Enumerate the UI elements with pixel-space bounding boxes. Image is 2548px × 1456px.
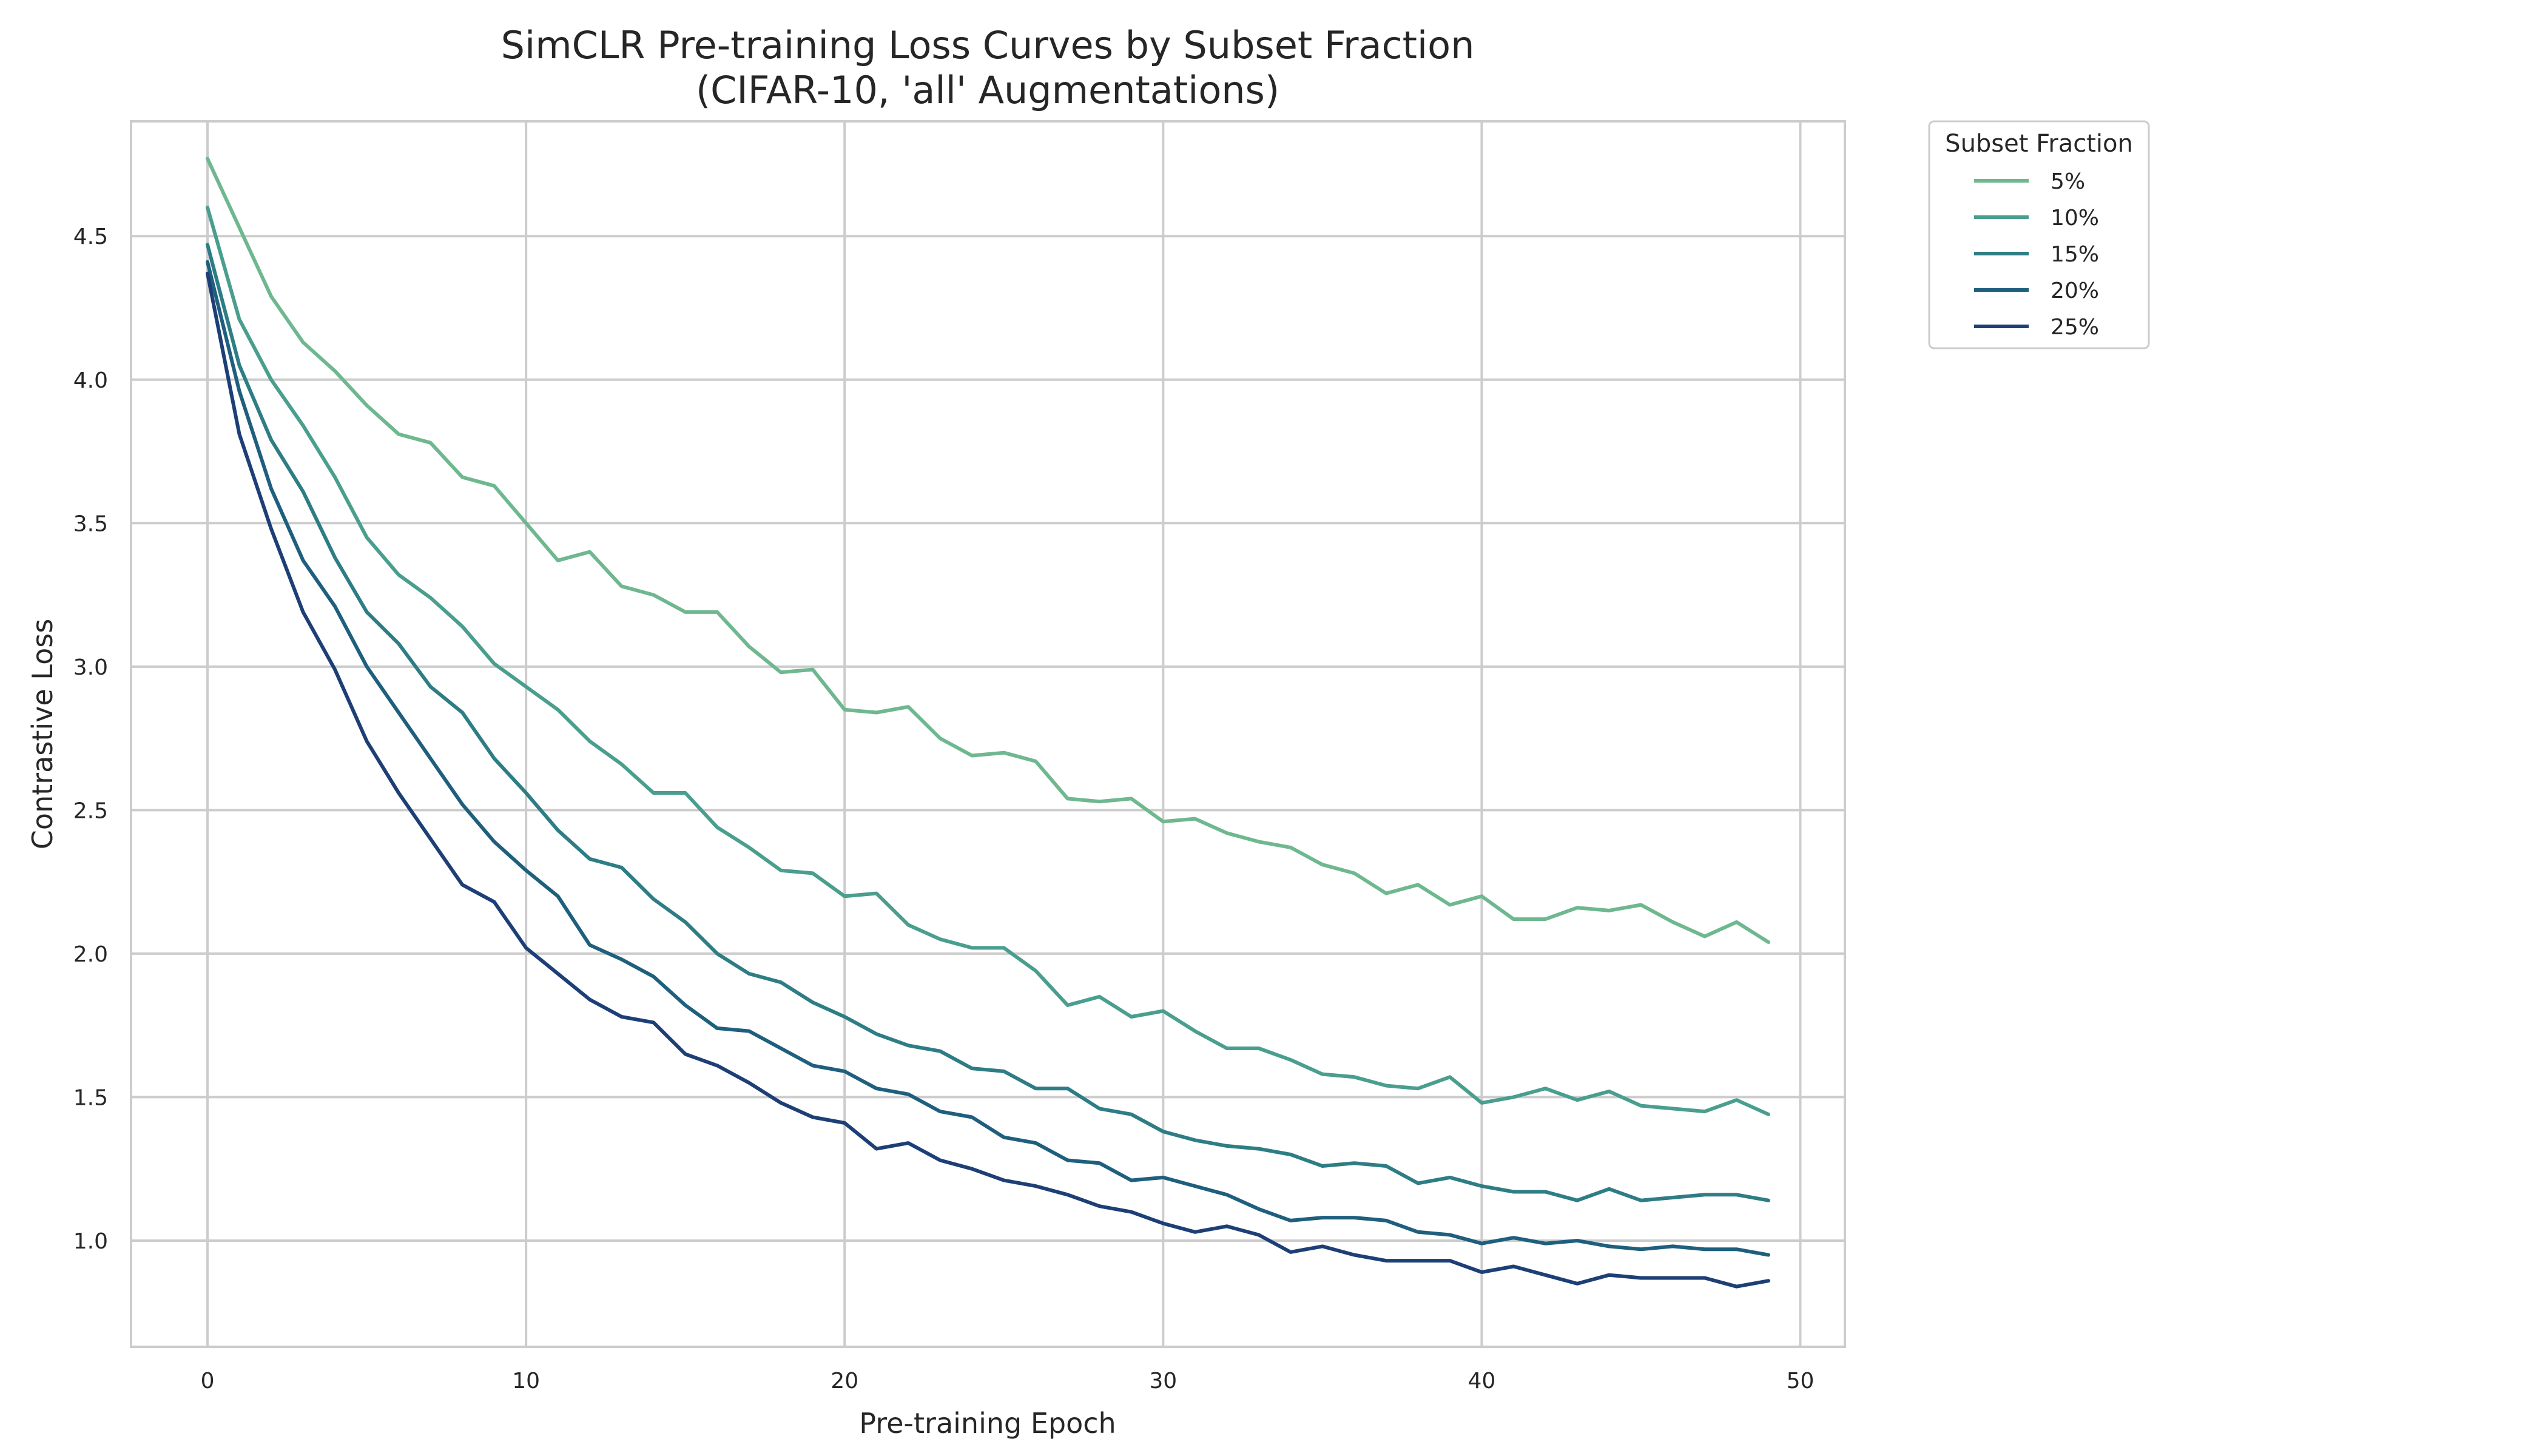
legend-label: 25% <box>2051 315 2099 340</box>
legend-title: Subset Fraction <box>1945 130 2133 158</box>
x-tick-label: 40 <box>1468 1369 1495 1394</box>
y-tick-label: 3.0 <box>73 655 108 680</box>
y-tick-label: 1.5 <box>73 1085 108 1110</box>
series-line-10pct <box>206 205 1770 1116</box>
y-axis-label: Contrastive Loss <box>26 619 59 849</box>
x-tick-label: 30 <box>1149 1369 1177 1394</box>
y-tick-label: 4.5 <box>73 224 108 249</box>
series-lines <box>206 157 1770 1289</box>
x-tick-label: 0 <box>201 1369 215 1394</box>
plot-area <box>130 120 1846 1348</box>
chart-title-line-2: (CIFAR-10, 'all' Augmentations) <box>696 68 1279 112</box>
legend-label: 5% <box>2051 169 2085 194</box>
legend-label: 15% <box>2051 242 2099 267</box>
tick-labels: 0 10 20 30 40 50 1.0 1.5 2.0 2.5 3.0 3.5 4.0 4.5 <box>73 224 1815 1394</box>
series-line-5pct <box>206 157 1770 944</box>
series-line-20pct <box>206 260 1770 1257</box>
grid <box>131 121 1845 1347</box>
y-tick-label: 3.5 <box>73 511 108 536</box>
y-tick-label: 1.0 <box>73 1229 108 1254</box>
x-tick-label: 20 <box>831 1369 858 1394</box>
y-tick-label: 4.0 <box>73 368 108 393</box>
x-tick-label: 50 <box>1787 1369 1815 1394</box>
legend: Subset Fraction 5% 10% 15% 20% 25% <box>1928 120 2150 349</box>
legend-label: 10% <box>2051 206 2099 231</box>
series-line-25pct <box>206 271 1770 1289</box>
series-line-15pct <box>206 243 1770 1202</box>
x-axis-label: Pre-training Epoch <box>859 1407 1116 1440</box>
y-tick-label: 2.0 <box>73 942 108 967</box>
legend-label: 20% <box>2051 278 2099 303</box>
chart-title-line-1: SimCLR Pre-training Loss Curves by Subse… <box>501 23 1475 67</box>
x-tick-label: 10 <box>512 1369 540 1394</box>
legend-items: 5% 10% 15% 20% 25% <box>1974 169 2099 340</box>
y-tick-label: 2.5 <box>73 798 108 823</box>
